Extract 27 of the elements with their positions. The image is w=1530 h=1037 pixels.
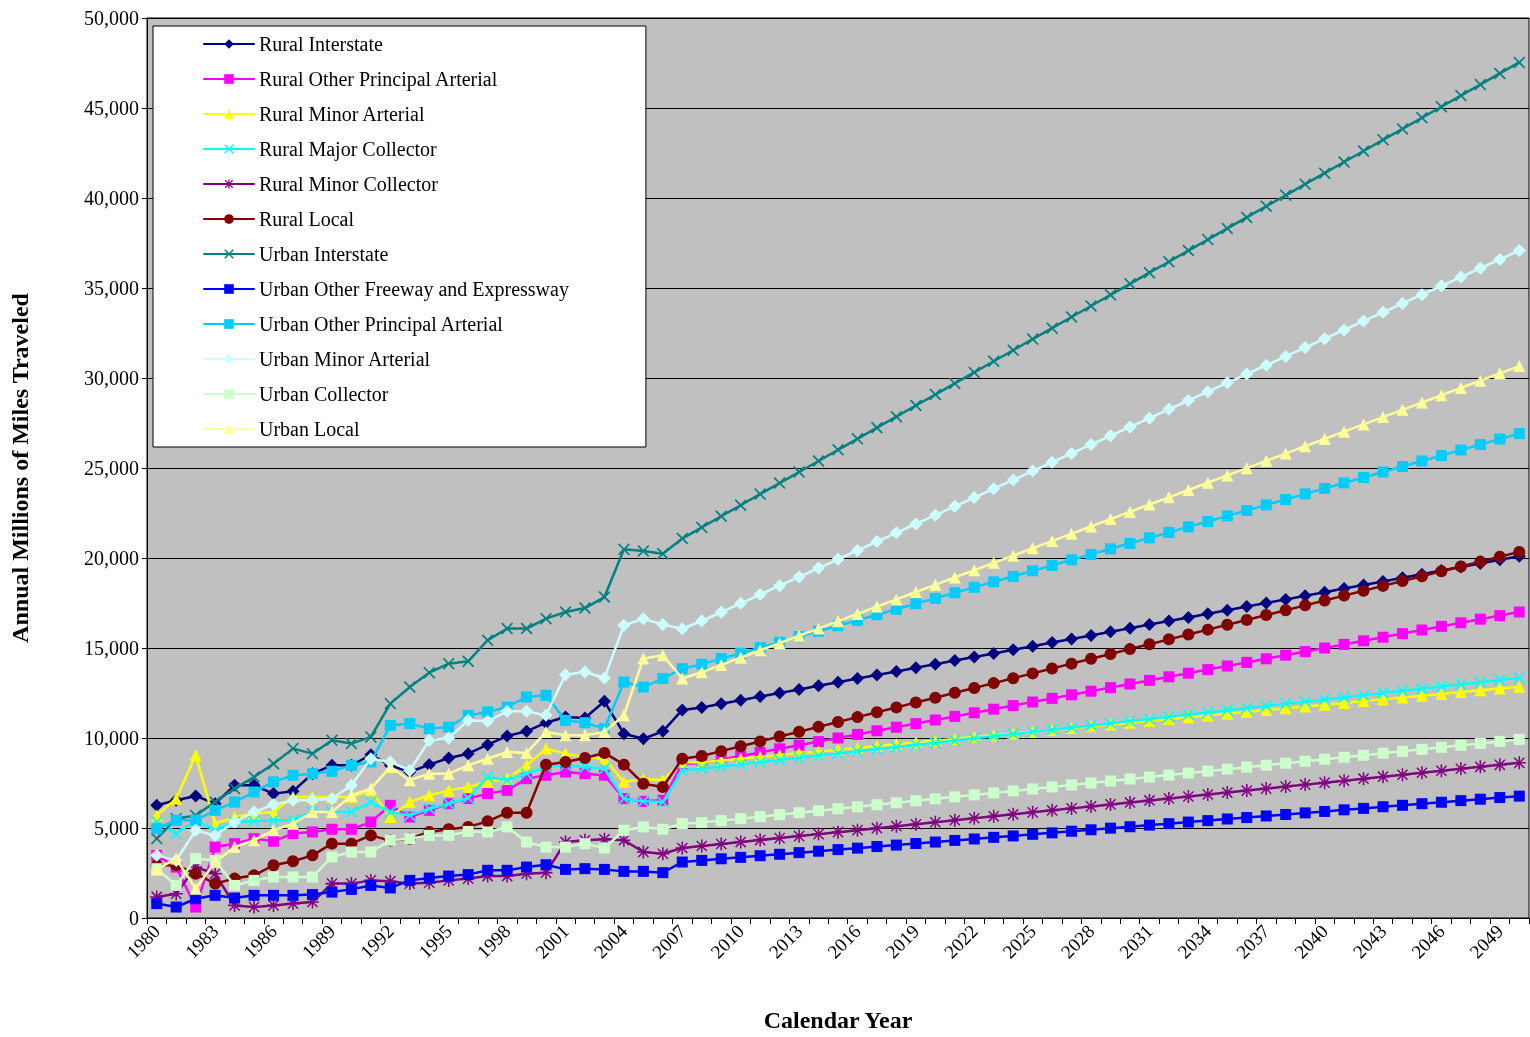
y-tick-label: 40,000 — [84, 187, 139, 209]
legend-label: Rural Interstate — [259, 33, 383, 55]
y-tick-label: 5,000 — [94, 817, 139, 839]
y-tick-label: 15,000 — [84, 637, 139, 659]
legend-label: Urban Other Freeway and Expressway — [259, 278, 569, 301]
y-tick-label: 35,000 — [84, 277, 139, 299]
x-tick-label: 1992 — [356, 920, 398, 963]
y-tick-label: 30,000 — [84, 367, 139, 389]
x-tick-label: 1989 — [297, 920, 340, 963]
y-tick-label: 45,000 — [84, 97, 139, 119]
legend-label: Urban Minor Arterial — [259, 348, 431, 370]
x-axis-title: Calendar Year — [763, 1007, 913, 1033]
legend-label: Rural Major Collector — [259, 138, 438, 161]
legend-label: Urban Collector — [259, 383, 389, 405]
y-tick-label: 20,000 — [84, 547, 139, 569]
legend-label: Rural Minor Arterial — [259, 103, 425, 125]
legend-label: Rural Local — [259, 208, 355, 230]
legend-label: Urban Local — [259, 418, 360, 440]
y-tick-label: 50,000 — [84, 7, 139, 29]
legend-label: Urban Other Principal Arterial — [259, 313, 504, 336]
legend-label: Urban Interstate — [259, 243, 389, 265]
y-axis-title: Annual Millions of Miles Traveled — [7, 292, 33, 643]
legend-label: Rural Minor Collector — [259, 173, 439, 195]
y-tick-label: 10,000 — [84, 727, 139, 749]
y-tick-label: 25,000 — [84, 457, 139, 479]
y-tick-label: 0 — [129, 907, 139, 929]
legend-label: Rural Other Principal Arterial — [259, 68, 498, 91]
